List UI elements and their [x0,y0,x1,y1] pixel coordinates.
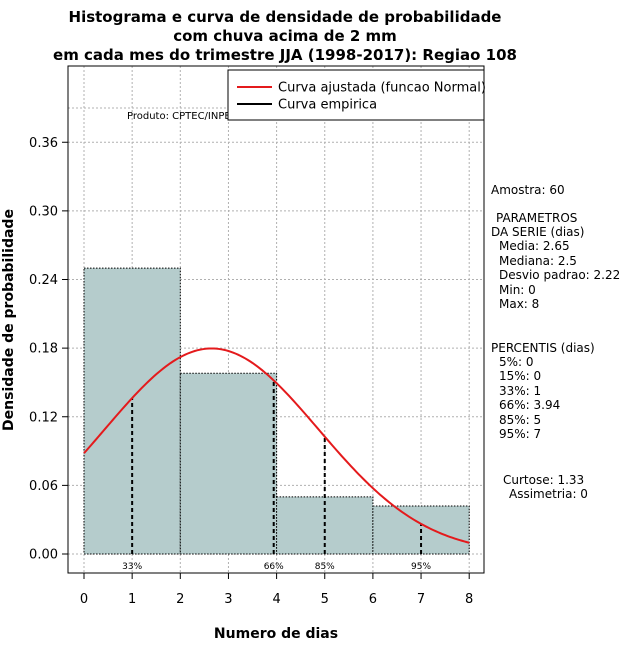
y-tick-label: 0.06 [29,479,58,494]
x-tick-label: 4 [272,592,280,607]
percentil-95: 95%: 7 [499,427,542,441]
percentile-label-1: 33% [122,562,142,572]
legend-label-fitted: Curva ajustada (funcao Normal) [278,81,486,96]
chart-title-line-1: Histograma e curva de densidade de proba… [68,8,502,26]
x-tick-label: 3 [224,592,232,607]
legend-label-empirical: Curva empirica [278,98,377,113]
histogram-bar-2 [179,372,278,555]
stat-desvio: Desvio padrao: 2.22 [499,268,621,282]
chart-title-line-3: em cada mes do trimestre JJA (1998-2017)… [53,46,517,64]
fitted-normal-curve [83,347,470,544]
x-tick-label: 1 [128,592,136,607]
x-tick-label: 8 [465,592,473,607]
y-tick-label: 0.12 [29,410,58,425]
y-axis-title: Densidade de probabilidade [1,209,17,431]
x-tick-label: 7 [417,592,425,607]
y-tick-label: 0.24 [29,273,58,288]
stat-params-header-units: DA SERIE (dias) [491,225,585,239]
percentil-33: 33%: 1 [499,384,542,398]
percentil-85: 85%: 5 [499,413,542,427]
stat-mediana: Mediana: 2.5 [499,254,577,268]
percentile-label-2: 66% [264,562,284,572]
x-tick-label: 6 [369,592,377,607]
percentil-5: 5%: 0 [499,355,534,369]
y-tick-label: 0.18 [29,342,58,357]
percentile-label-3: 85% [315,562,335,572]
y-tick-label: 0.00 [29,548,58,563]
stat-media: Media: 2.65 [499,239,570,253]
x-tick-label: 5 [321,592,329,607]
stat-curtose: Curtose: 1.33 [503,473,585,487]
percentis-header: PERCENTIS (dias) [491,341,595,355]
percentile-label-4: 95% [411,562,431,572]
percentil-66: 66%: 3.94 [499,398,561,412]
stat-max: Max: 8 [499,297,540,311]
legend-box [227,69,485,121]
stat-sample: Amostra: 60 [491,183,565,197]
x-tick-label: 2 [176,592,184,607]
plot-frame [67,65,485,574]
x-axis-title: Numero de dias [214,626,338,642]
y-tick-label: 0.30 [29,204,58,219]
x-tick-label: 0 [80,592,88,607]
stat-min: Min: 0 [499,283,536,297]
chart-title-line-2: com chuva acima de 2 mm [173,27,397,45]
y-tick-label: 0.36 [29,136,58,151]
stat-assimetria: Assimetria: 0 [509,487,588,501]
percentil-15: 15%: 0 [499,369,542,383]
credit-text: Produto: CPTEC/INPE [127,111,231,122]
stat-params-header: PARAMETROS [496,211,578,225]
